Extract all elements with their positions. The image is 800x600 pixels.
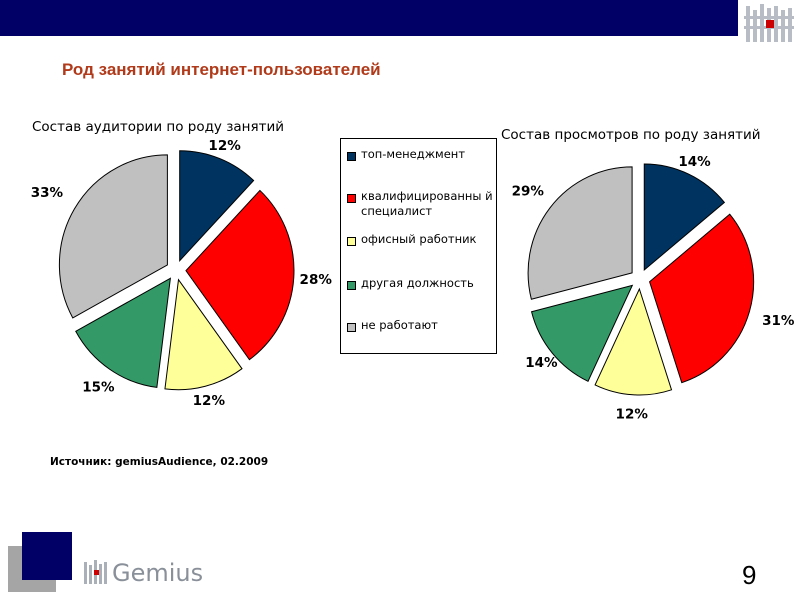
pie-data-label: 14% xyxy=(525,355,558,371)
pie-data-label: 14% xyxy=(678,154,711,170)
decor-square-blue xyxy=(22,532,72,580)
gemius-logo: Gemius xyxy=(84,559,203,587)
pie-data-label: 28% xyxy=(300,272,333,288)
gemius-grid-icon xyxy=(84,560,107,584)
legend-swatch xyxy=(347,194,356,203)
pie-slice xyxy=(179,150,255,262)
chart1-title: Состав аудитории по роду занятий xyxy=(32,119,285,135)
legend-swatch xyxy=(347,237,356,246)
chart2-title: Состав просмотров по роду занятий xyxy=(501,127,761,143)
legend-label: квалифицированны й специалист xyxy=(361,189,493,218)
chart-legend: топ-менеджмент квалифицированны й специа… xyxy=(340,138,497,354)
legend-swatch xyxy=(347,323,356,332)
pie-data-label: 12% xyxy=(208,138,241,154)
pie-slice xyxy=(643,163,726,272)
pie-slice xyxy=(527,166,633,300)
legend-item: другая должность xyxy=(347,276,499,291)
legend-item: топ-менеджмент xyxy=(347,147,499,162)
page-number: 9 xyxy=(742,560,757,590)
pie-slice xyxy=(594,287,673,396)
pie-chart-audience: 12% 28% 12% 15% 33% xyxy=(31,138,333,409)
legend-item: не работают xyxy=(347,318,499,333)
pie-data-label: 33% xyxy=(31,185,64,201)
gemius-brand-text: Gemius xyxy=(112,559,203,587)
pie-data-label: 12% xyxy=(193,393,226,409)
legend-swatch xyxy=(347,281,356,290)
slide-title: Род занятий интернет-пользователей xyxy=(62,60,381,79)
pie-slice xyxy=(164,278,243,391)
source-note: Источник: gemiusAudience, 02.2009 xyxy=(50,456,269,468)
legend-item: офисный работник xyxy=(347,232,499,247)
pie-data-label: 31% xyxy=(762,313,795,329)
legend-label: не работают xyxy=(361,318,438,332)
pie-data-label: 12% xyxy=(616,406,649,422)
legend-label: офисный работник xyxy=(361,232,477,246)
pie-chart-views: 14% 31% 12% 14% 29% xyxy=(512,154,795,422)
pie-slice xyxy=(185,189,295,361)
pie-slice xyxy=(75,277,171,388)
pie-data-label: 29% xyxy=(512,183,545,199)
top-bar xyxy=(0,0,738,36)
legend-item: квалифицированны й специалист xyxy=(347,189,499,219)
gemius-grid-logo-icon xyxy=(744,4,794,42)
pie-slice xyxy=(649,213,755,384)
pie-data-label: 15% xyxy=(82,379,115,395)
pie-slice xyxy=(58,154,168,319)
legend-swatch xyxy=(347,152,356,161)
pie-slice xyxy=(530,284,634,382)
legend-label: другая должность xyxy=(361,276,474,290)
legend-label: топ-менеджмент xyxy=(361,147,466,161)
